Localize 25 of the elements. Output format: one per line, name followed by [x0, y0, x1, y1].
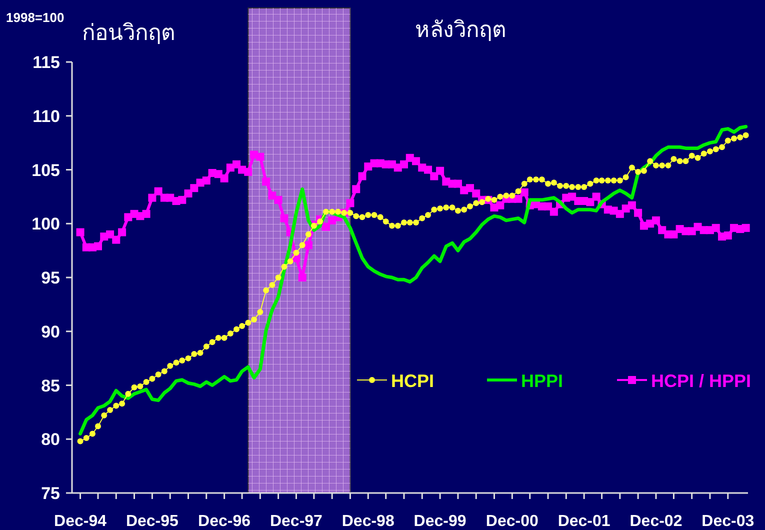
y-axis-title: 1998=100	[6, 10, 64, 25]
x-tick-label: Dec-97	[270, 513, 323, 530]
text: หลังวิกฤต	[415, 18, 506, 43]
legend-label: HCPI	[391, 371, 434, 391]
legend-label: HPPI	[521, 371, 564, 391]
y-tick-label: 90	[41, 322, 60, 342]
x-tick-label: Dec-01	[558, 513, 610, 530]
y-tick-label: 85	[41, 376, 60, 396]
x-tick-label: Dec-99	[414, 513, 466, 530]
y-tick-label: 105	[32, 160, 60, 180]
x-tick-label: Dec-00	[486, 513, 538, 530]
y-tick-label: 100	[32, 214, 60, 234]
y-tick-label: 80	[41, 430, 60, 450]
y-tick-label: 95	[41, 268, 60, 288]
y-tick-label: 115	[32, 53, 60, 72]
x-tick-label: Dec-95	[126, 513, 179, 530]
text: ก่อนวิกฤต	[82, 21, 175, 46]
x-tick-label: Dec-02	[630, 513, 682, 530]
x-tick-label: Dec-03	[702, 513, 754, 530]
y-tick-label: 110	[32, 106, 60, 126]
x-tick-label: Dec-98	[342, 513, 394, 530]
legend-label: HCPI / HPPI	[651, 371, 752, 391]
x-tick-label: Dec-96	[198, 513, 251, 530]
y-tick-label: 75	[41, 484, 60, 503]
x-tick-label: Dec-94	[54, 513, 107, 530]
